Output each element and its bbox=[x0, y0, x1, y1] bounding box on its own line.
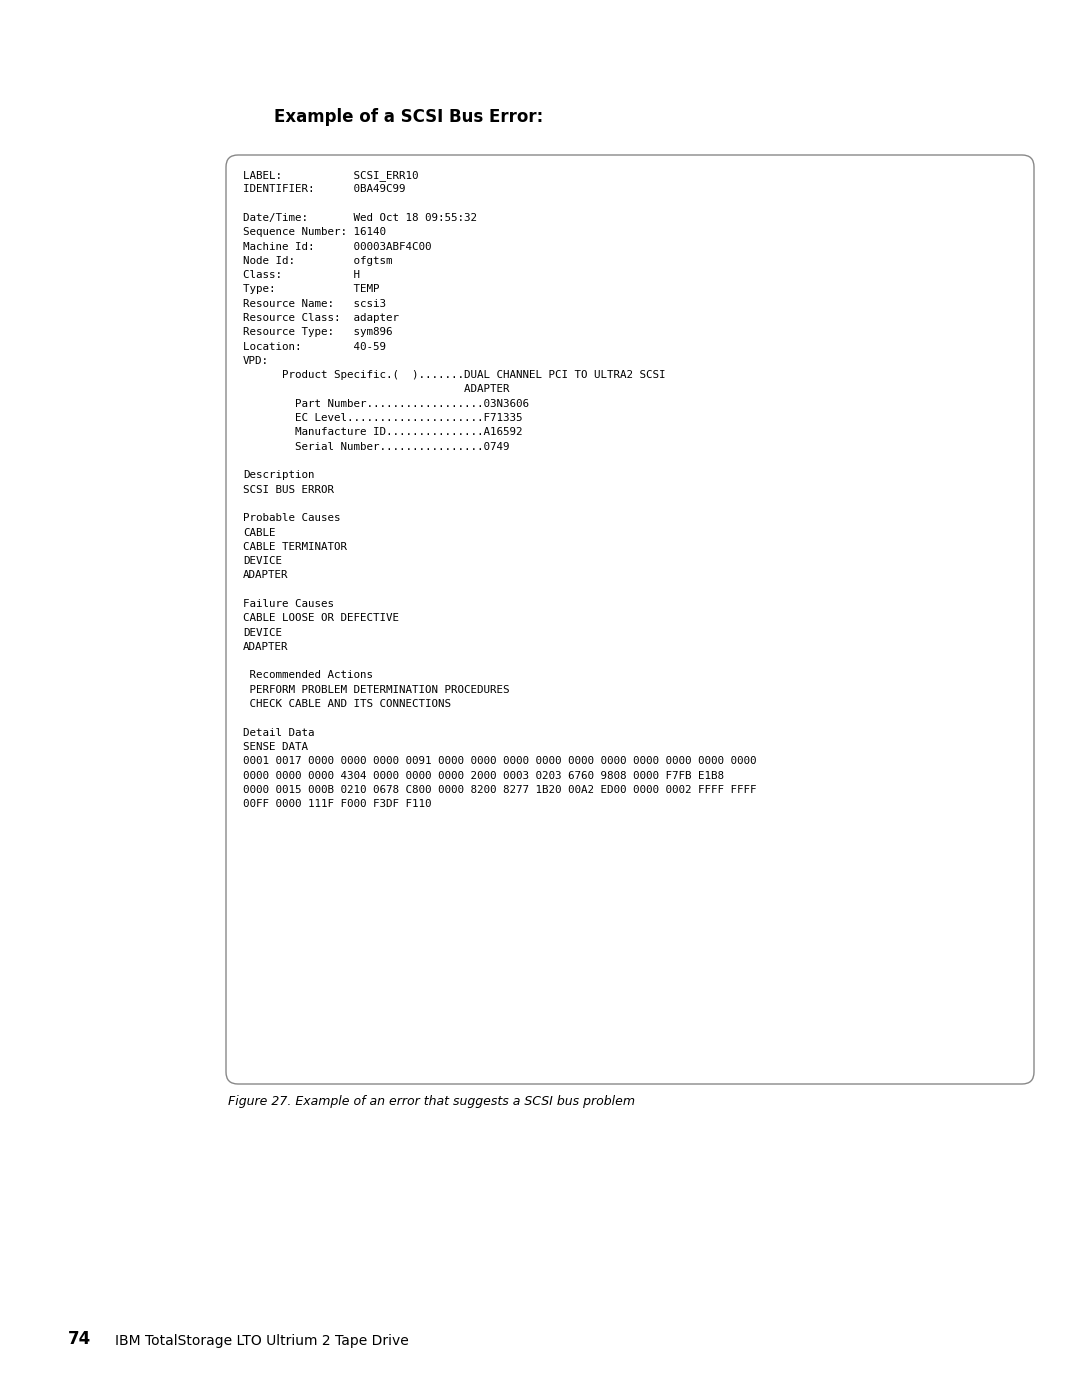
Text: ADAPTER: ADAPTER bbox=[243, 570, 288, 580]
Text: LABEL:           SCSI_ERR10: LABEL: SCSI_ERR10 bbox=[243, 170, 419, 180]
Text: SCSI BUS ERROR: SCSI BUS ERROR bbox=[243, 485, 334, 495]
Text: Figure 27. Example of an error that suggests a SCSI bus problem: Figure 27. Example of an error that sugg… bbox=[228, 1095, 635, 1108]
Text: CABLE LOOSE OR DEFECTIVE: CABLE LOOSE OR DEFECTIVE bbox=[243, 613, 399, 623]
Text: Location:        40-59: Location: 40-59 bbox=[243, 342, 386, 352]
Text: VPD:: VPD: bbox=[243, 356, 269, 366]
Text: CABLE TERMINATOR: CABLE TERMINATOR bbox=[243, 542, 347, 552]
Text: Serial Number................0749: Serial Number................0749 bbox=[243, 441, 510, 451]
Text: Detail Data: Detail Data bbox=[243, 728, 314, 738]
Text: Resource Class:  adapter: Resource Class: adapter bbox=[243, 313, 399, 323]
Text: IBM TotalStorage LTO Ultrium 2 Tape Drive: IBM TotalStorage LTO Ultrium 2 Tape Driv… bbox=[114, 1334, 408, 1348]
Text: Machine Id:      00003ABF4C00: Machine Id: 00003ABF4C00 bbox=[243, 242, 432, 251]
Text: SENSE DATA: SENSE DATA bbox=[243, 742, 308, 752]
Text: Resource Name:   scsi3: Resource Name: scsi3 bbox=[243, 299, 386, 309]
Text: Manufacture ID...............A16592: Manufacture ID...............A16592 bbox=[243, 427, 523, 437]
Text: Product Specific.(  ).......DUAL CHANNEL PCI TO ULTRA2 SCSI: Product Specific.( ).......DUAL CHANNEL … bbox=[243, 370, 665, 380]
Text: ADAPTER: ADAPTER bbox=[243, 384, 510, 394]
Text: Example of a SCSI Bus Error:: Example of a SCSI Bus Error: bbox=[274, 108, 543, 126]
Text: Failure Causes: Failure Causes bbox=[243, 599, 334, 609]
Text: Description: Description bbox=[243, 471, 314, 481]
Text: EC Level.....................F71335: EC Level.....................F71335 bbox=[243, 414, 523, 423]
Text: Probable Causes: Probable Causes bbox=[243, 513, 340, 524]
Text: CHECK CABLE AND ITS CONNECTIONS: CHECK CABLE AND ITS CONNECTIONS bbox=[243, 698, 451, 710]
Text: 00FF 0000 111F F000 F3DF F110: 00FF 0000 111F F000 F3DF F110 bbox=[243, 799, 432, 809]
Text: PERFORM PROBLEM DETERMINATION PROCEDURES: PERFORM PROBLEM DETERMINATION PROCEDURES bbox=[243, 685, 510, 694]
Text: DEVICE: DEVICE bbox=[243, 627, 282, 637]
Text: Recommended Actions: Recommended Actions bbox=[243, 671, 373, 680]
Text: Sequence Number: 16140: Sequence Number: 16140 bbox=[243, 228, 386, 237]
Text: Node Id:         ofgtsm: Node Id: ofgtsm bbox=[243, 256, 392, 265]
Text: IDENTIFIER:      0BA49C99: IDENTIFIER: 0BA49C99 bbox=[243, 184, 405, 194]
Text: Date/Time:       Wed Oct 18 09:55:32: Date/Time: Wed Oct 18 09:55:32 bbox=[243, 212, 477, 224]
Text: CABLE: CABLE bbox=[243, 528, 275, 538]
Text: Resource Type:   sym896: Resource Type: sym896 bbox=[243, 327, 392, 337]
Text: 74: 74 bbox=[68, 1330, 91, 1348]
Text: ADAPTER: ADAPTER bbox=[243, 641, 288, 652]
Text: Part Number..................03N3606: Part Number..................03N3606 bbox=[243, 398, 529, 409]
Text: 0001 0017 0000 0000 0000 0091 0000 0000 0000 0000 0000 0000 0000 0000 0000 0000: 0001 0017 0000 0000 0000 0091 0000 0000 … bbox=[243, 756, 756, 767]
Text: Type:            TEMP: Type: TEMP bbox=[243, 285, 379, 295]
Text: Class:           H: Class: H bbox=[243, 270, 360, 281]
FancyBboxPatch shape bbox=[226, 155, 1034, 1084]
Text: DEVICE: DEVICE bbox=[243, 556, 282, 566]
Text: 0000 0015 000B 0210 0678 C800 0000 8200 8277 1B20 00A2 ED00 0000 0002 FFFF FFFF: 0000 0015 000B 0210 0678 C800 0000 8200 … bbox=[243, 785, 756, 795]
Text: 0000 0000 0000 4304 0000 0000 0000 2000 0003 0203 6760 9808 0000 F7FB E1B8: 0000 0000 0000 4304 0000 0000 0000 2000 … bbox=[243, 771, 724, 781]
